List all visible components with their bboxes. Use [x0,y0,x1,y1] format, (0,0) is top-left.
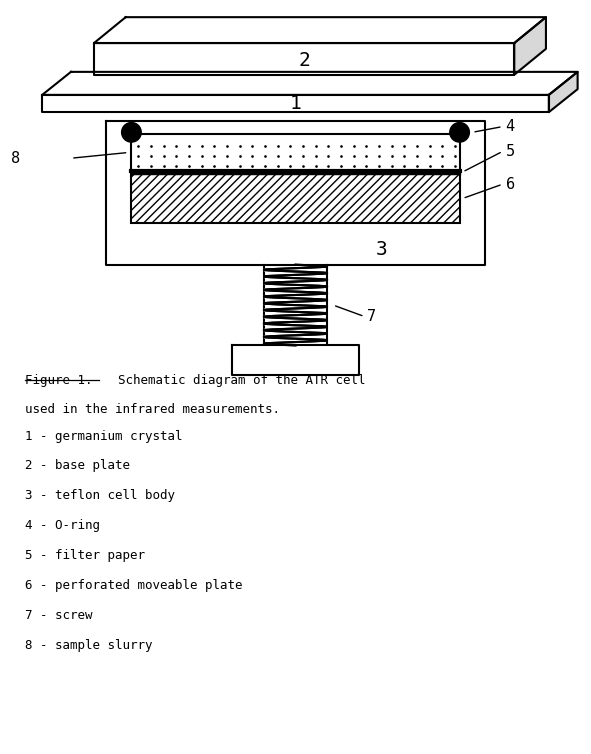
Polygon shape [42,72,577,95]
Polygon shape [106,121,485,265]
Polygon shape [94,17,546,43]
Polygon shape [94,43,514,75]
Text: 7 - screw: 7 - screw [25,609,92,622]
Polygon shape [42,95,549,112]
Circle shape [122,123,141,142]
Polygon shape [549,72,577,112]
Text: 4 - O-ring: 4 - O-ring [25,520,100,532]
Text: 8: 8 [11,151,20,166]
Text: Schematic diagram of the ATR cell: Schematic diagram of the ATR cell [103,374,365,387]
Text: 4: 4 [506,119,515,134]
Text: used in the infrared measurements.: used in the infrared measurements. [25,403,280,415]
Text: 6 - perforated moveable plate: 6 - perforated moveable plate [25,579,242,592]
Text: 5 - filter paper: 5 - filter paper [25,549,145,562]
Text: 8 - sample slurry: 8 - sample slurry [25,639,152,652]
Text: 2: 2 [298,51,310,70]
Text: 6: 6 [506,176,515,192]
Text: 3: 3 [376,240,388,259]
Text: 3 - teflon cell body: 3 - teflon cell body [25,489,175,502]
Text: Figure 1.: Figure 1. [25,374,92,387]
Bar [131,174,460,222]
Polygon shape [514,17,546,75]
Text: 1: 1 [290,94,301,113]
Bar [131,134,460,171]
Text: 2 - base plate: 2 - base plate [25,459,130,473]
Text: 7: 7 [368,309,376,324]
Circle shape [450,123,469,142]
Polygon shape [232,345,359,375]
Text: 1 - germanium crystal: 1 - germanium crystal [25,430,183,443]
Text: 5: 5 [506,144,515,159]
